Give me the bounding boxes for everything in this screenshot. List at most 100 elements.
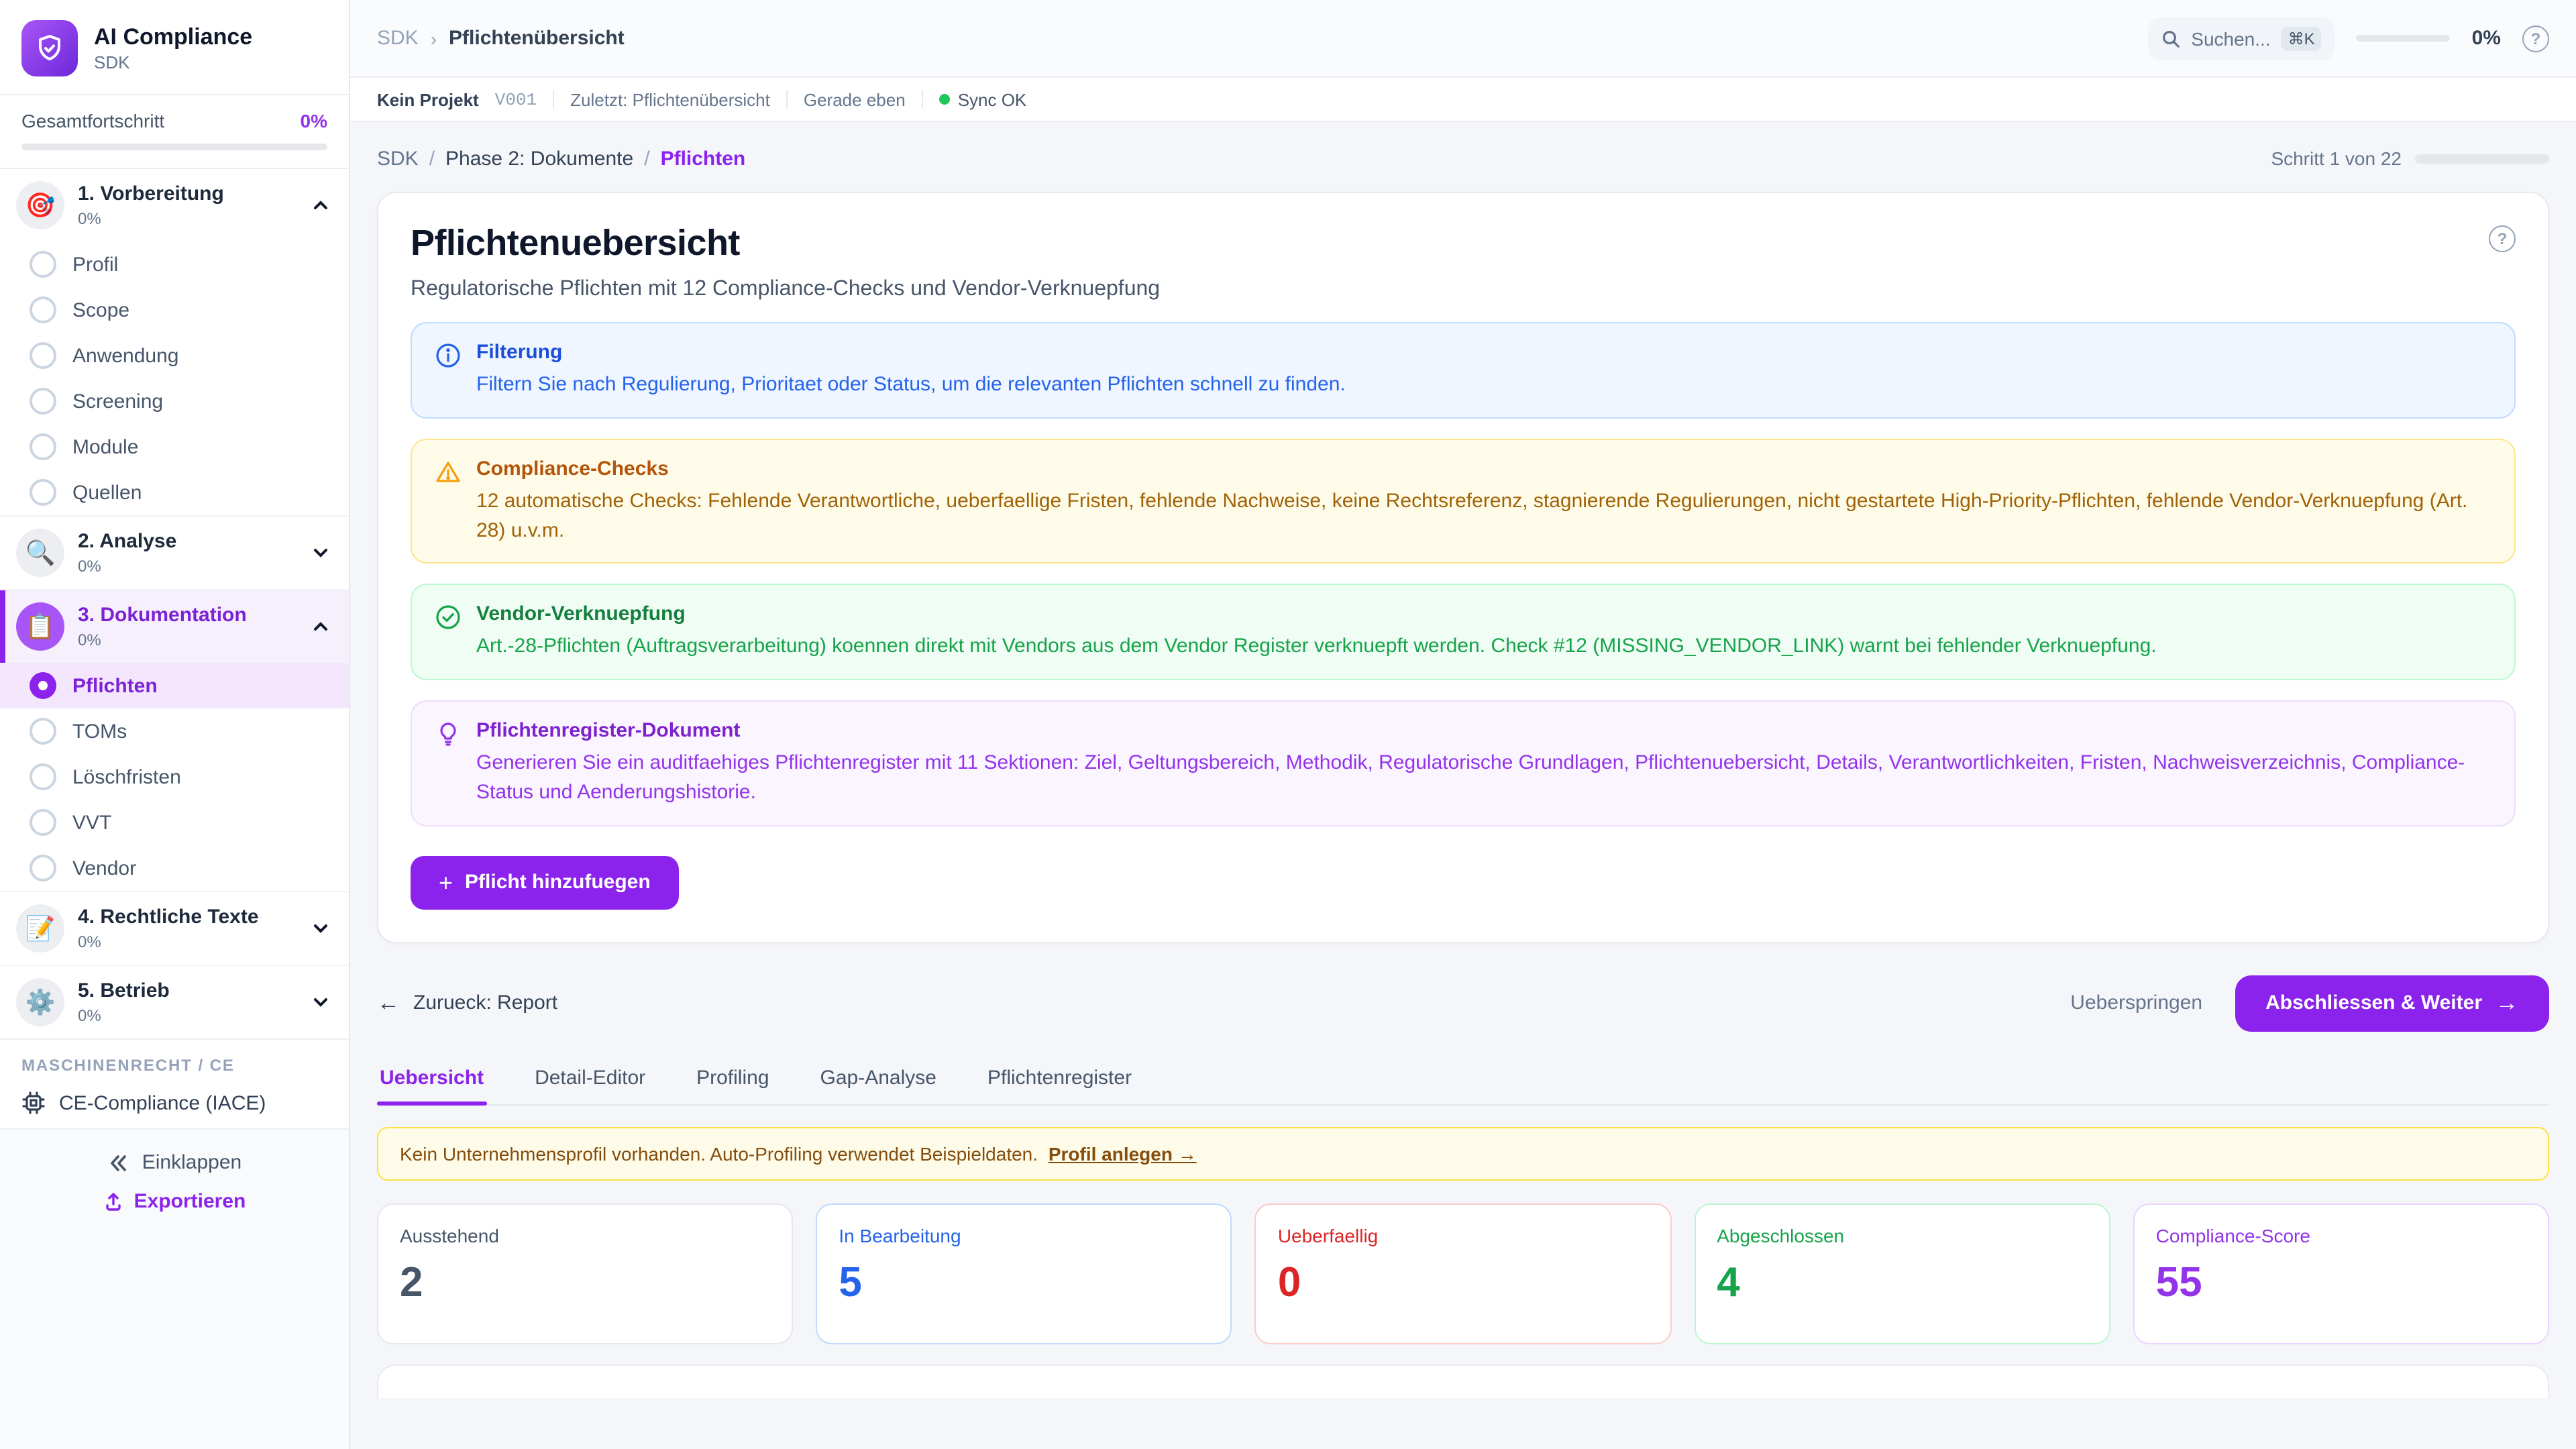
stat-label: In Bearbeitung: [839, 1224, 961, 1246]
arrow-left-icon: ←: [377, 990, 400, 1016]
tab-gap-analyse[interactable]: Gap-Analyse: [820, 1066, 936, 1089]
chevron-down-icon: [311, 919, 330, 938]
search-input[interactable]: Suchen... ⌘K: [2148, 17, 2335, 60]
sidebar-item-vendor[interactable]: Vendor: [0, 845, 349, 891]
ce-item-label: CE-Compliance (IACE): [59, 1091, 266, 1114]
section-title: 1. Vorbereitung: [78, 182, 224, 205]
sidebar: AI Compliance SDK Gesamtfortschritt 0% 🎯…: [0, 0, 350, 1449]
infobox-body: 12 automatische Checks: Fehlende Verantw…: [476, 489, 2468, 542]
breadcrumb-current: Pflichtenübersicht: [449, 27, 625, 50]
chevron-down-icon: [311, 993, 330, 1012]
stat-label: Abgeschlossen: [1717, 1224, 1845, 1246]
tab-bar: Uebersicht Detail-Editor Profiling Gap-A…: [377, 1055, 2549, 1105]
infobox-title: Pflichtenregister-Dokument: [476, 719, 741, 742]
sidebar-item-pflichten[interactable]: Pflichten: [0, 663, 349, 708]
topbar-actions: Suchen... ⌘K 0% ?: [2148, 17, 2549, 60]
stat-ausstehend: Ausstehend 2: [377, 1203, 794, 1344]
sidebar-item-module[interactable]: Module: [0, 424, 349, 470]
sidebar-section-analyse[interactable]: 🔍 2. Analyse 0%: [0, 515, 349, 589]
stat-compliance-score: Compliance-Score 55: [2133, 1203, 2550, 1344]
sidebar-item-toms[interactable]: TOMs: [0, 708, 349, 754]
radio-icon: [30, 809, 56, 836]
upload-icon: [103, 1191, 123, 1212]
sidebar-section-dokumentation[interactable]: 📋 3. Dokumentation 0%: [0, 589, 349, 663]
radio-selected-icon: [30, 672, 56, 699]
collapse-sidebar-button[interactable]: Einklappen: [107, 1151, 241, 1174]
next-section-card-peek: [377, 1364, 2549, 1397]
finish-next-button[interactable]: Abschliessen & Weiter →: [2235, 975, 2549, 1031]
sidebar-section-rechtliche-texte[interactable]: 📝 4. Rechtliche Texte 0%: [0, 891, 349, 965]
sidebar-item-ce-compliance[interactable]: CE-Compliance (IACE): [21, 1091, 327, 1115]
infobox-title: Compliance-Checks: [476, 457, 669, 480]
sidebar-section-betrieb[interactable]: ⚙️ 5. Betrieb 0%: [0, 965, 349, 1038]
radio-icon: [30, 855, 56, 881]
section-percent: 0%: [78, 631, 101, 649]
infobox-title: Filterung: [476, 341, 563, 364]
breadcrumb-root[interactable]: SDK: [377, 27, 419, 50]
sidebar-item-profil[interactable]: Profil: [0, 241, 349, 287]
app-title-block: AI Compliance SDK: [94, 23, 252, 72]
chevron-up-icon: [311, 196, 330, 215]
tab-detail-editor[interactable]: Detail-Editor: [535, 1066, 646, 1089]
radio-icon: [30, 479, 56, 506]
stat-value: 55: [2155, 1258, 2202, 1305]
sync-status: Sync OK: [938, 89, 1026, 109]
main-area: SDK › Pflichtenübersicht Suchen... ⌘K 0%…: [350, 0, 2576, 1449]
target-icon: 🎯: [16, 181, 64, 229]
infobox-body: Generieren Sie ein auditfaehiges Pflicht…: [476, 751, 2465, 804]
tab-pflichtenregister[interactable]: Pflichtenregister: [987, 1066, 1132, 1089]
clipboard-icon: 📋: [16, 602, 64, 651]
crumb-sdk[interactable]: SDK: [377, 147, 419, 170]
radio-icon: [30, 718, 56, 745]
help-icon[interactable]: ?: [2522, 25, 2549, 52]
add-pflicht-label: Pflicht hinzufuegen: [465, 871, 651, 894]
export-label: Exportieren: [133, 1190, 246, 1213]
project-version: V001: [494, 89, 537, 109]
radio-icon: [30, 388, 56, 415]
sidebar-item-screening[interactable]: Screening: [0, 378, 349, 424]
card-help-icon[interactable]: ?: [2489, 225, 2516, 252]
overall-progress: Gesamtfortschritt 0%: [0, 95, 349, 169]
create-profile-link[interactable]: Profil anlegen →: [1048, 1142, 1197, 1164]
skip-button[interactable]: Ueberspringen: [2070, 991, 2203, 1014]
breadcrumb: SDK / Phase 2: Dokumente / Pflichten: [377, 147, 745, 170]
sidebar-group-maschinenrecht: MASCHINENRECHT / CE CE-Compliance (IACE): [0, 1038, 349, 1128]
collapse-label: Einklappen: [142, 1151, 242, 1174]
lightbulb-icon: [435, 720, 462, 807]
sidebar-item-quellen[interactable]: Quellen: [0, 470, 349, 515]
stat-cards: Ausstehend 2 In Bearbeitung 5 Ueberfaell…: [377, 1203, 2550, 1344]
project-name: Kein Projekt: [377, 89, 479, 109]
divider: [786, 90, 788, 109]
sidebar-item-vvt[interactable]: VVT: [0, 800, 349, 845]
stat-label: Ueberfaellig: [1277, 1224, 1379, 1246]
sync-ok-dot-icon: [938, 94, 950, 105]
tab-uebersicht[interactable]: Uebersicht: [377, 1055, 486, 1105]
infobox-compliance-checks: Compliance-Checks 12 automatische Checks…: [411, 438, 2516, 564]
step-progress-bar: [2415, 154, 2549, 163]
step-indicator: Schritt 1 von 22: [2271, 148, 2549, 169]
section-title: 5. Betrieb: [78, 979, 170, 1002]
arrow-right-icon: →: [2496, 990, 2518, 1016]
shield-check-icon: [34, 32, 66, 64]
double-chevron-left-icon: [107, 1152, 129, 1173]
back-button[interactable]: ← Zurueck: Report: [377, 991, 557, 1014]
chevron-up-icon: [311, 617, 330, 636]
sidebar-item-anwendung[interactable]: Anwendung: [0, 333, 349, 378]
infobox-title: Vendor-Verknuepfung: [476, 602, 686, 626]
section-title: 3. Dokumentation: [78, 604, 247, 627]
tab-profiling[interactable]: Profiling: [696, 1066, 769, 1089]
infobox-body: Art.-28-Pflichten (Auftragsverarbeitung)…: [476, 635, 2157, 658]
export-button[interactable]: Exportieren: [103, 1190, 246, 1213]
section-percent: 0%: [78, 932, 101, 951]
add-pflicht-button[interactable]: + Pflicht hinzufuegen: [411, 855, 679, 909]
sidebar-item-loeschfristen[interactable]: Löschfristen: [0, 754, 349, 800]
breadcrumb-separator: /: [644, 147, 650, 170]
stat-label: Ausstehend: [400, 1224, 499, 1246]
sidebar-section-vorbereitung[interactable]: 🎯 1. Vorbereitung 0%: [0, 169, 349, 241]
wizard-nav-row: ← Zurueck: Report Ueberspringen Abschlie…: [377, 975, 2549, 1031]
crumb-phase[interactable]: Phase 2: Dokumente: [445, 147, 634, 170]
stat-value: 0: [1277, 1258, 1301, 1305]
sidebar-header: AI Compliance SDK: [0, 0, 349, 95]
sidebar-item-scope[interactable]: Scope: [0, 287, 349, 333]
